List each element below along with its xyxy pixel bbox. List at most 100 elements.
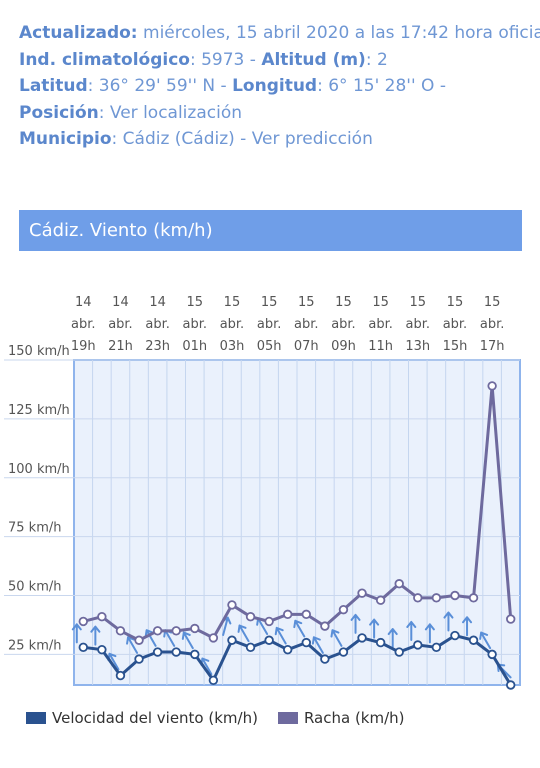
gust-point <box>338 604 349 615</box>
index-row: Ind. climatológico: 5973 - Altitud (m): … <box>19 47 540 74</box>
x-tick-label: 21h <box>108 339 133 354</box>
speed-point <box>506 680 516 690</box>
wind-arrow-icon <box>90 625 101 646</box>
wind-direction-arrows <box>71 611 512 679</box>
gust-point <box>394 579 404 589</box>
gust-point <box>245 612 256 622</box>
altitude-label: Altitud (m) <box>261 49 366 70</box>
gust-point <box>357 588 367 598</box>
speed-point <box>338 647 349 657</box>
wind-arrow-icon <box>181 631 194 650</box>
x-tick-label: 09h <box>331 339 356 354</box>
speed-point <box>264 635 274 645</box>
gust-point <box>283 609 293 620</box>
gust-point <box>264 616 274 627</box>
x-tick-label: abr. <box>257 317 282 332</box>
wind-arrow-icon <box>311 636 324 654</box>
updated-value: miércoles, 15 abril 2020 a las 17:42 hor… <box>137 23 540 43</box>
gust-point <box>190 623 200 634</box>
gust-point <box>227 600 237 610</box>
gust-point <box>413 593 423 603</box>
wind-arrow-icon <box>424 623 435 644</box>
x-tick-label: 15 <box>410 295 427 310</box>
station-info: Actualizado: miércoles, 15 abril 2020 a … <box>19 20 540 153</box>
x-tick-label: 14 <box>75 295 92 310</box>
speed-point <box>320 654 330 664</box>
gust-point <box>506 614 516 624</box>
x-tick-label: 15 <box>261 295 278 310</box>
position-label: Posición <box>19 102 99 123</box>
wind-arrow-icon <box>443 611 454 632</box>
speed-point <box>97 644 107 655</box>
x-tick-label: 15 <box>187 295 204 310</box>
legend-gust[interactable]: Racha (km/h) <box>277 709 405 727</box>
x-tick-label: 05h <box>257 339 282 354</box>
x-tick-label: 15 <box>484 295 501 310</box>
chart-legend: Velocidad del viento (km/h) Racha (km/h) <box>26 709 425 727</box>
gust-point <box>301 609 311 620</box>
y-tick-label: 125 km/h <box>8 403 70 418</box>
y-tick-label: 100 km/h <box>8 462 70 477</box>
speed-point <box>78 642 88 653</box>
y-tick-label: 50 km/h <box>8 580 62 595</box>
x-tick-label: abr. <box>406 317 431 332</box>
x-tick-label: 15 <box>224 295 241 310</box>
wind-arrow-icon <box>387 628 398 649</box>
legend-gust-label: Racha (km/h) <box>303 709 405 727</box>
wind-arrow-icon <box>369 618 380 639</box>
x-tick-label: 23h <box>145 339 170 354</box>
position-link[interactable]: : Ver localización <box>98 102 242 123</box>
gust-point <box>375 595 386 605</box>
legend-gust-swatch <box>277 712 298 724</box>
gust-point <box>320 621 330 631</box>
speed-point <box>301 637 311 648</box>
gust-point <box>487 381 497 391</box>
gust-point <box>134 635 144 645</box>
speed-point <box>283 644 293 655</box>
municipality-row[interactable]: Municipio: Cádiz (Cádiz) - Ver predicció… <box>19 126 540 153</box>
speed-point <box>375 637 386 648</box>
gust-point <box>431 593 442 603</box>
gust-point <box>208 633 219 643</box>
speed-point <box>357 633 367 643</box>
x-tick-label: abr. <box>71 317 96 332</box>
y-tick-label: 25 km/h <box>8 638 62 653</box>
speed-point <box>468 635 479 645</box>
longitude-label: Longitud <box>232 76 318 96</box>
speed-point <box>450 630 460 641</box>
wind-arrow-icon <box>293 619 306 638</box>
wind-arrow-icon <box>406 620 417 641</box>
wind-arrow-icon <box>274 626 287 645</box>
x-tick-label: 13h <box>405 339 430 354</box>
speed-point <box>134 654 144 664</box>
position-row[interactable]: Posición: Ver localización <box>19 100 540 127</box>
speed-point <box>115 670 126 681</box>
speed-point <box>152 647 163 657</box>
speed-point <box>431 642 442 653</box>
speed-point <box>171 647 181 657</box>
x-tick-label: abr. <box>480 317 505 332</box>
legend-speed[interactable]: Velocidad del viento (km/h) <box>26 709 258 727</box>
gust-point <box>152 626 163 636</box>
speed-point <box>227 635 237 645</box>
municipality-label: Municipio <box>19 129 112 149</box>
x-tick-label: 15h <box>443 339 468 354</box>
wind-arrow-icon <box>126 636 139 654</box>
latitude-value: : 36° 29' 59'' N - <box>87 76 233 96</box>
x-tick-label: abr. <box>220 317 245 332</box>
x-tick-label: abr. <box>443 317 468 332</box>
wind-arrow-icon <box>330 629 343 647</box>
municipality-link[interactable]: : Cádiz (Cádiz) - Ver predicción <box>111 129 373 149</box>
speed-point <box>394 647 404 657</box>
x-tick-label: 19h <box>71 339 96 354</box>
x-tick-label: 03h <box>220 339 245 354</box>
y-tick-label: 150 km/h <box>8 344 70 359</box>
x-tick-label: abr. <box>108 317 133 332</box>
index-value: : 5973 - <box>189 49 262 70</box>
gust-point <box>78 616 88 627</box>
altitude-value: : 2 <box>365 49 388 70</box>
legend-speed-swatch <box>26 712 46 724</box>
x-tick-label: abr. <box>294 317 319 332</box>
x-tick-label: abr. <box>183 317 208 332</box>
